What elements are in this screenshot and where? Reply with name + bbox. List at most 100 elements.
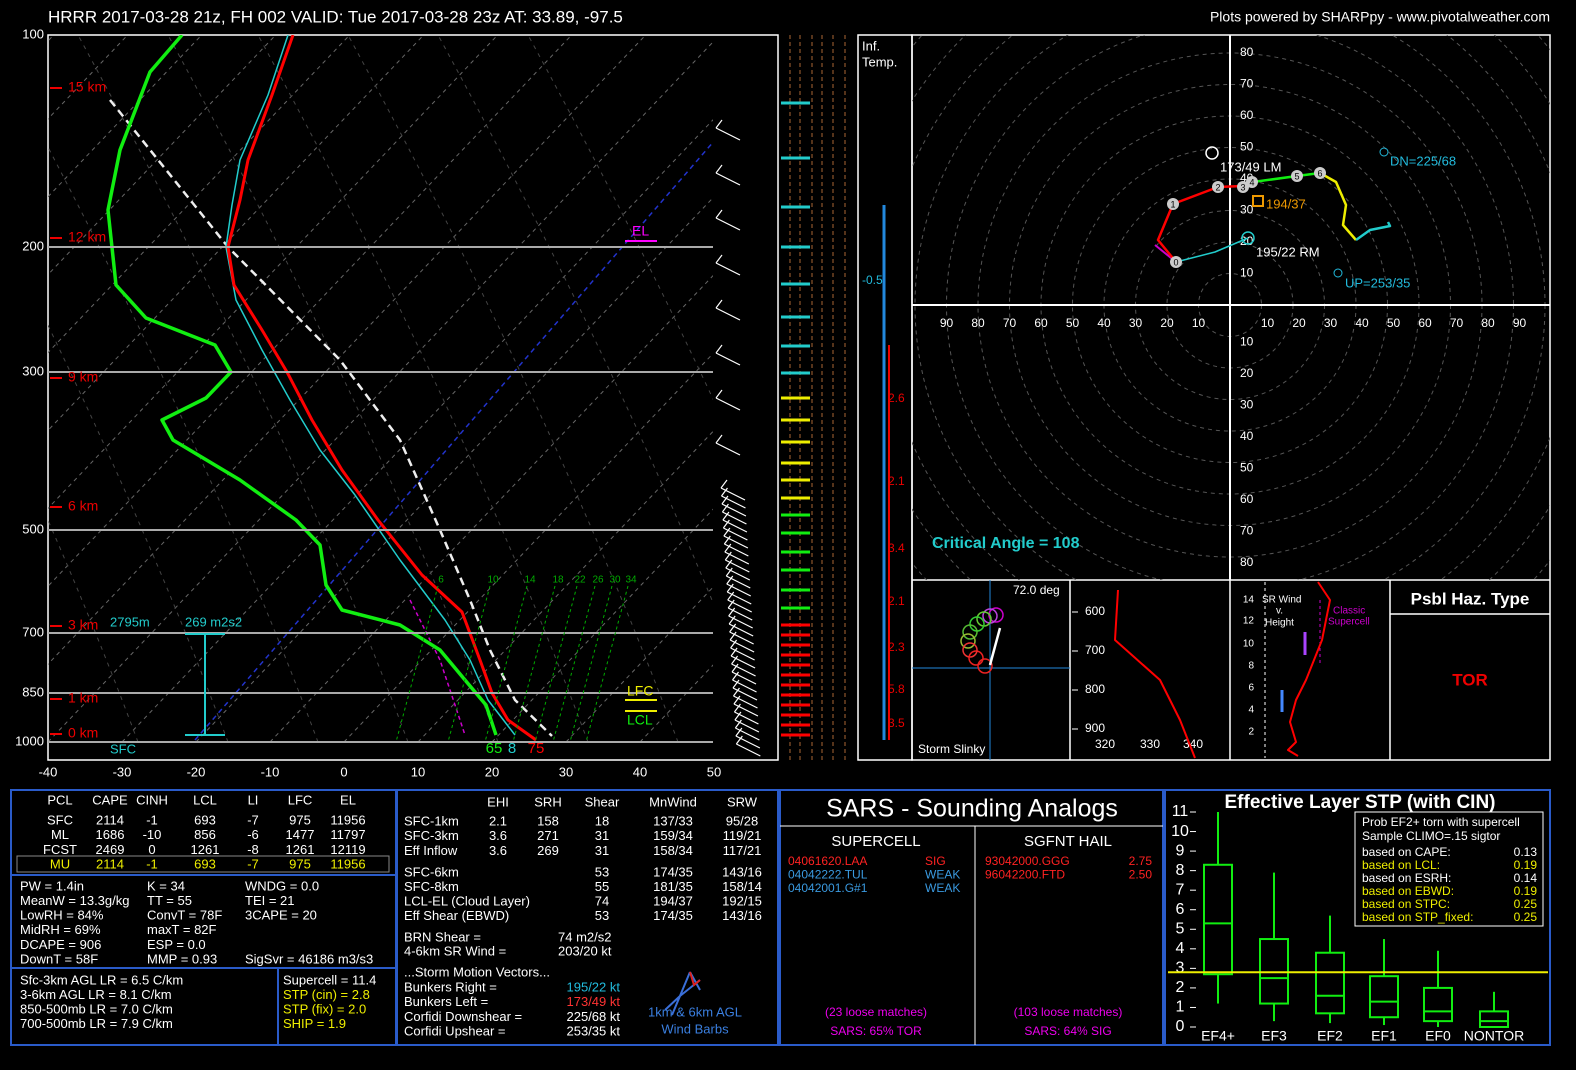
sars-match: WEAK: [925, 868, 960, 882]
wind-barb: [727, 591, 735, 601]
wind-barb: [729, 639, 755, 653]
x-label: 40: [1097, 316, 1111, 330]
isotherm: [417, 430, 713, 742]
sr-height-label: 6: [1248, 683, 1254, 694]
index: TEI = 21: [245, 893, 295, 908]
wind-barb: [726, 575, 751, 589]
index: DCAPE = 906: [20, 937, 101, 952]
hazard-type: TOR: [1452, 670, 1488, 689]
wind-barb: [726, 591, 752, 605]
sr-classic: Classic: [1333, 606, 1365, 617]
sars-title: SARS - Sounding Analogs: [826, 795, 1118, 823]
x-label: 80: [1481, 316, 1495, 330]
inf-temp-title: Inf.: [862, 38, 880, 53]
height-marker-label: 2: [1215, 182, 1220, 192]
mixing-ratio-line: [395, 585, 439, 743]
lapse-rate: 850-500mb LR = 7.0 C/km: [20, 1002, 173, 1017]
sars-match: 93042000.GGG: [985, 854, 1070, 868]
y-tick-label: 10: [1171, 823, 1189, 840]
lm-label: 173/49 LM: [1220, 159, 1281, 174]
slinky-ring: [962, 624, 978, 640]
wind-barb: [721, 503, 747, 517]
theta-label: 320: [1095, 737, 1115, 751]
pressure-label: 800: [1085, 682, 1105, 696]
up-label: UP=253/35: [1345, 275, 1410, 290]
prob-label: based on STPC:: [1362, 897, 1450, 911]
x-label: 40: [1355, 316, 1369, 330]
table-cell: 0: [148, 842, 155, 857]
x-label: 60: [1034, 316, 1048, 330]
dry-adiabat: [257, 35, 589, 742]
wind-barb: [721, 503, 729, 513]
table-cell: 1686: [96, 827, 125, 842]
ring-label: 70: [1240, 77, 1254, 91]
index: MeanW = 13.3g/kg: [20, 893, 129, 908]
wind-barb: [729, 631, 737, 641]
row-label: SFC-3km: [404, 828, 459, 843]
wind-barb: [733, 703, 741, 713]
inf-temp-value: 5.8: [888, 682, 905, 696]
wind-barb: [732, 687, 740, 697]
temperature-label: -30: [113, 764, 132, 779]
table-cell: 195/22 kt: [567, 979, 621, 994]
index: ConvT = 78F: [147, 908, 222, 923]
table-header: SRH: [534, 794, 561, 809]
wind-barb: [730, 647, 755, 661]
table-cell: 11797: [330, 827, 365, 842]
table-cell: -7: [247, 812, 259, 827]
pressure-label: 300: [22, 363, 44, 378]
wind-barb: [723, 535, 749, 549]
theta-label: 340: [1183, 737, 1203, 751]
wind-barb: [715, 434, 723, 444]
composite: Supercell = 11.4: [283, 972, 376, 987]
isotherm: [565, 586, 713, 742]
index: TT = 55: [147, 893, 192, 908]
mw-label: 194/37: [1266, 196, 1306, 211]
table-cell: 95/28: [726, 813, 759, 828]
hodo-inflow: [1175, 237, 1249, 263]
prob-label: based on ESRH:: [1362, 871, 1451, 885]
x-label: 70: [1003, 316, 1017, 330]
table-cell: 137/33: [653, 813, 693, 828]
sr-height-label: 10: [1243, 639, 1255, 650]
table-cell: 53: [595, 864, 609, 879]
inf-temp-value: -0.5: [862, 273, 883, 287]
dry-adiabat: [48, 519, 139, 742]
ring-label: 30: [1240, 203, 1254, 217]
barb-legend: 1km & 6km AGL: [648, 1004, 742, 1019]
height-marker: [1167, 198, 1179, 210]
table-cell: 225/68 kt: [567, 1009, 621, 1024]
slinky-ring: [968, 650, 984, 666]
wind-barb: [715, 442, 741, 456]
wind-barb: [715, 262, 741, 276]
y-tick-label: 9: [1176, 842, 1185, 859]
wind-barb: [728, 623, 754, 637]
x-label: 30: [1324, 316, 1338, 330]
mixing-ratio-line: [552, 585, 596, 743]
table-cell: 856: [194, 827, 216, 842]
ring-label: 20: [1240, 366, 1254, 380]
title: HRRR 2017-03-28 21z, FH 002 VALID: Tue 2…: [48, 7, 623, 26]
table-cell: 181/35: [653, 879, 693, 894]
pressure-label: 100: [22, 26, 44, 41]
dn-label: DN=225/68: [1390, 153, 1456, 168]
ring-label: 10: [1240, 335, 1254, 349]
lapse-rate: 3-6km AGL LR = 8.1 C/km: [20, 987, 172, 1002]
wind-barb: [735, 735, 761, 749]
wind-barb: [731, 671, 757, 685]
wind-barb: [731, 663, 739, 673]
row-label: Eff Inflow: [404, 843, 458, 858]
ring-label: 60: [1240, 492, 1254, 506]
wind-barb: [715, 307, 741, 321]
wind-barb: [715, 254, 723, 264]
index: MMP = 0.93: [147, 951, 217, 966]
height-label: 0 km: [68, 725, 98, 741]
mixing-ratio-label: 34: [625, 575, 637, 586]
table-cell: 2114: [96, 812, 124, 827]
isotherm: [269, 274, 713, 742]
barb-legend: Wind Barbs: [661, 1021, 729, 1036]
mixing-ratio-line: [534, 585, 578, 743]
wind-barb: [729, 631, 754, 645]
height-marker-label: 6: [1317, 168, 1322, 178]
skewt-frame: [47, 34, 779, 761]
